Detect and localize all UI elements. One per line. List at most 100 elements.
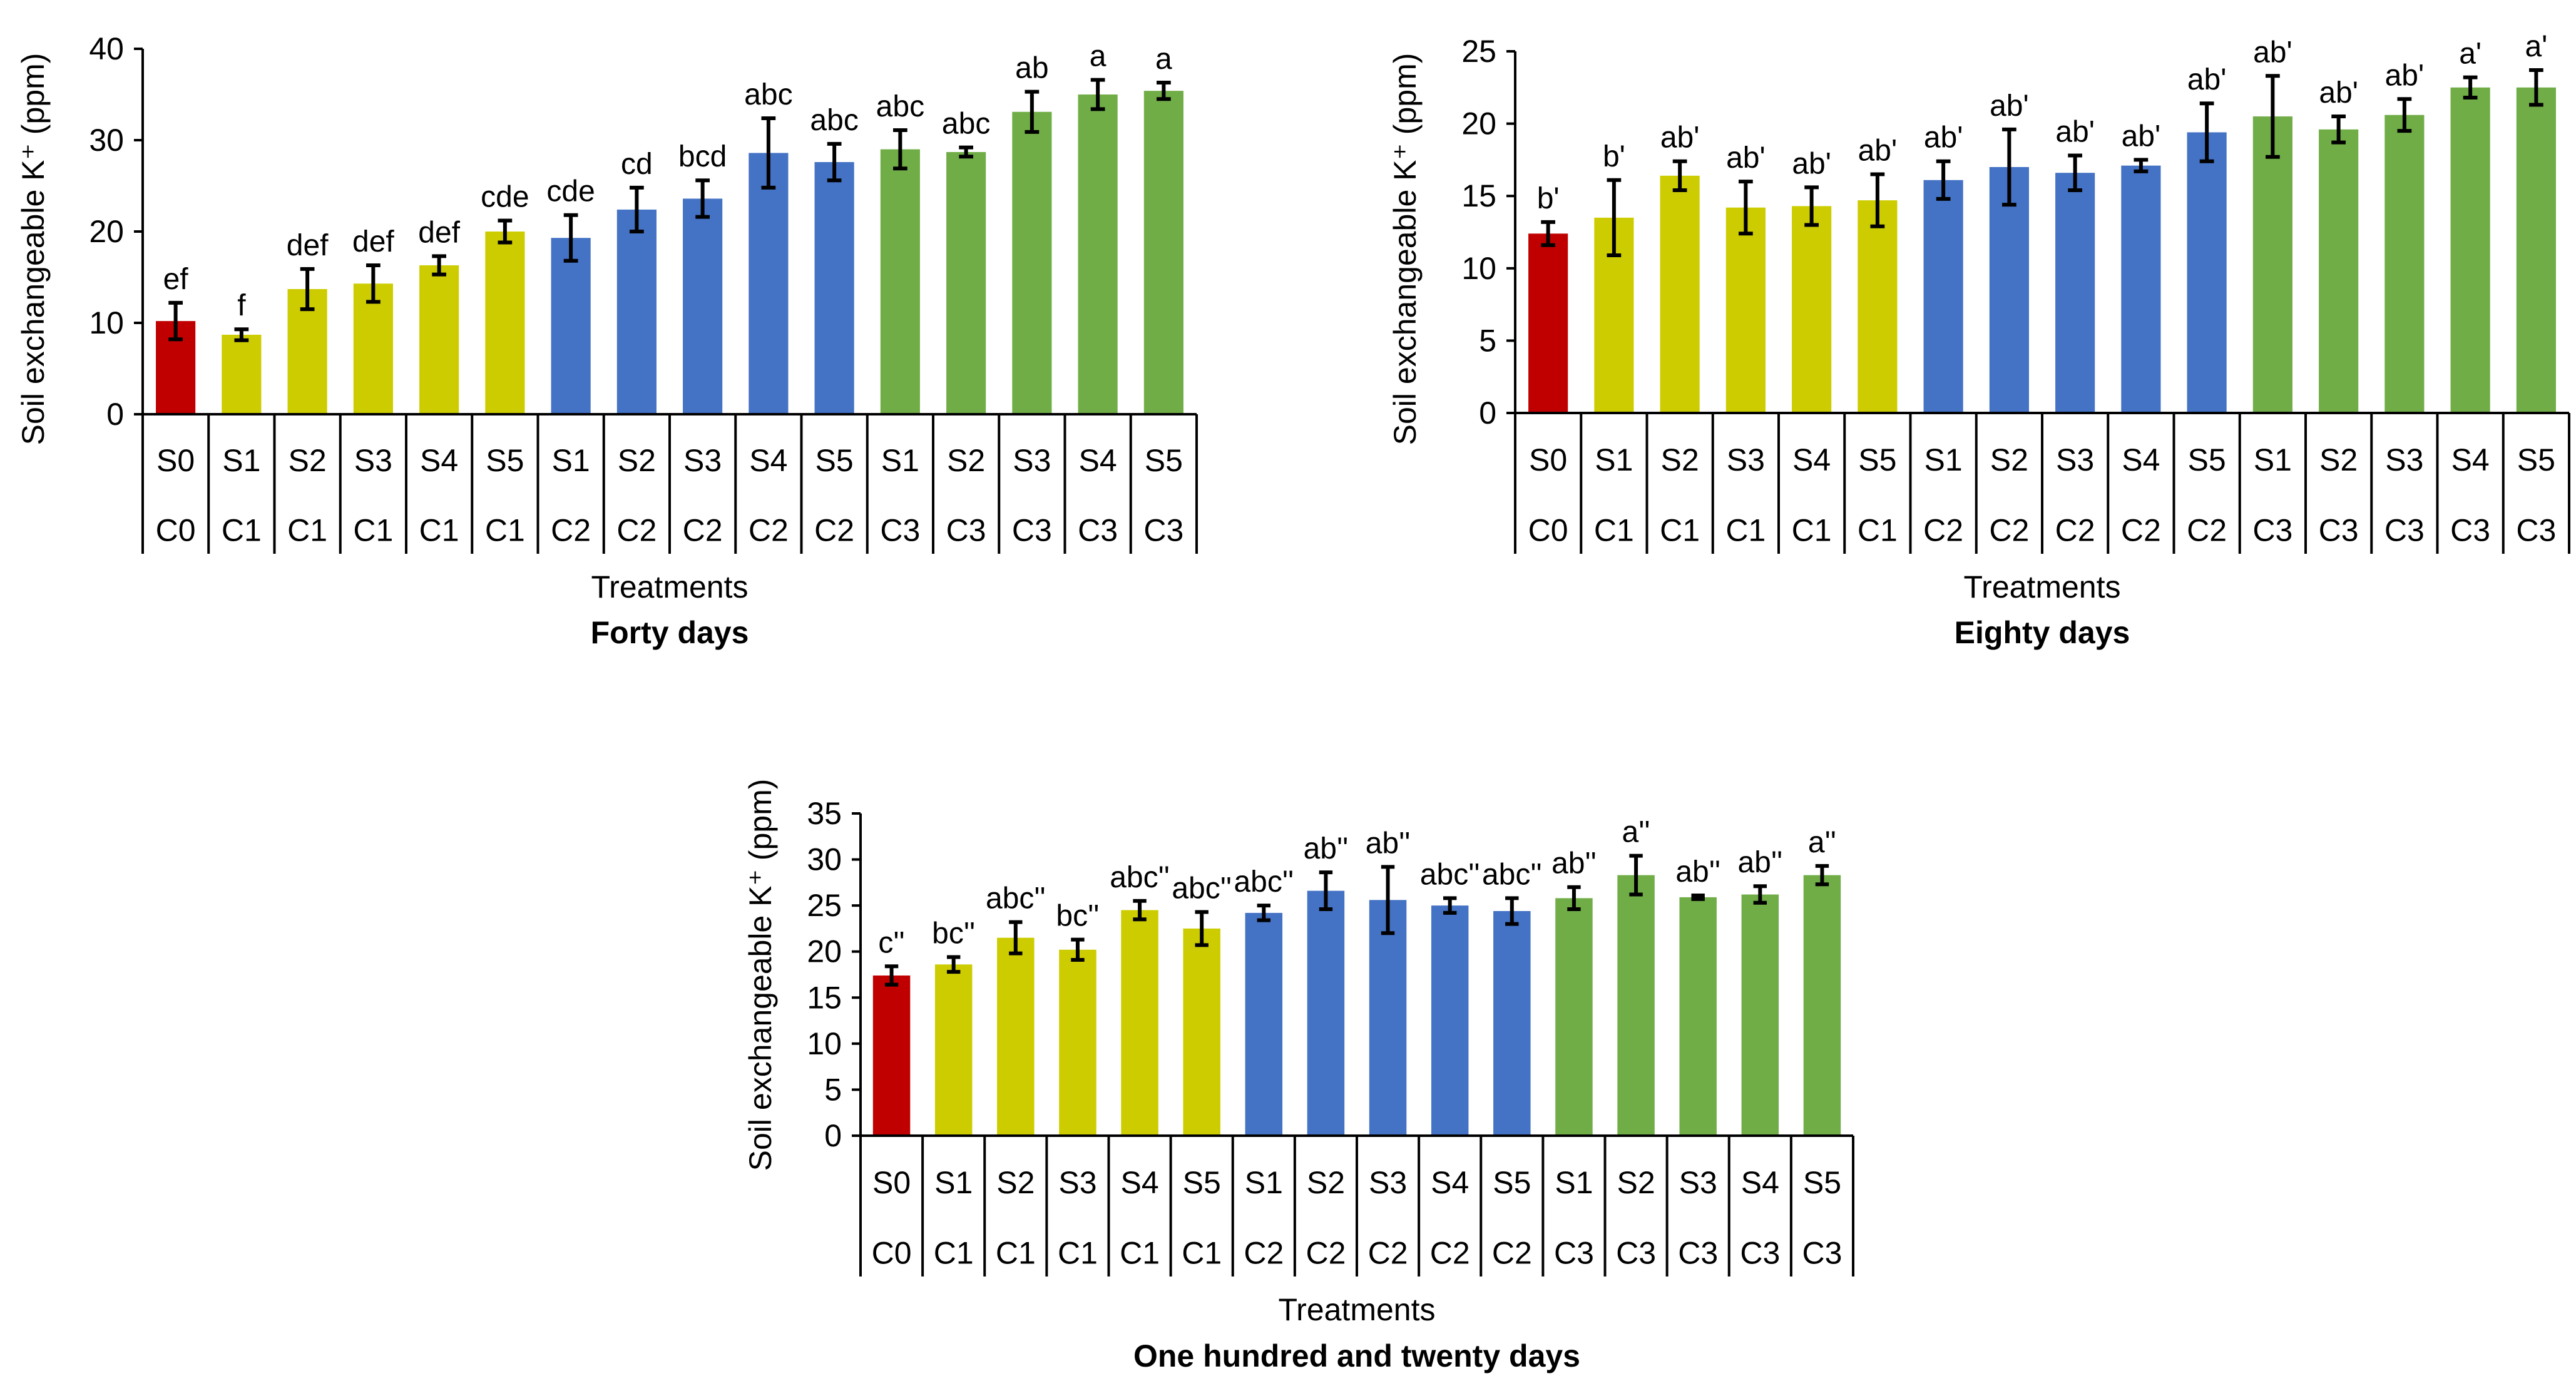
bar <box>946 151 986 415</box>
category-axis: S0 C0 S1 C1 S2 C1 S3 C1 S4 C1 S5 C1 S1 C2 S2 C2 S3 C2 S4 C2… <box>141 414 1198 554</box>
y-axis-title: Soil exchangeable K⁺ (ppm) <box>1388 53 1423 446</box>
significance-letter: def <box>352 225 394 258</box>
bar <box>222 334 262 414</box>
category-label-s: S1 <box>881 443 919 478</box>
category-label-s: S3 <box>2056 442 2094 477</box>
significance-letter: ab' <box>2253 36 2292 69</box>
category-label-s: S4 <box>2122 442 2160 477</box>
significance-letters: c'' bc''abc''bc''abc'' abc'' abc''ab'' ab''a… <box>878 816 1836 960</box>
category-label-s: S5 <box>2188 442 2226 477</box>
category-label-c: C1 <box>1858 513 1898 548</box>
category-label-c: C2 <box>616 513 657 548</box>
category-label-s: S3 <box>1727 442 1765 477</box>
axes <box>1514 51 2569 414</box>
y-tick-label: 30 <box>807 842 842 877</box>
y-tick-label: 25 <box>807 888 842 923</box>
category-label-s: S5 <box>815 443 854 478</box>
category-label-c: C1 <box>1594 513 1634 548</box>
chart-eighty-days: Soil exchangeable K⁺ (ppm) Treatments Ei… <box>1388 30 2570 650</box>
significance-letter: a'' <box>1808 826 1836 859</box>
significance-letter: ab' <box>2055 115 2095 148</box>
category-label-c: C3 <box>2384 513 2425 548</box>
significance-letters: b' b' ab' ab' ab' ab' ab' ab' ab' ab' ab' ab' ab' ab'… <box>1537 30 2548 215</box>
category-axis: S0 C0 S1 C1 S2 C1 S3 C1 S4 C1 S5 C1 S1 C2 S2 C2 S3 C2 S4 C2… <box>859 1136 1854 1276</box>
category-label-s: S1 <box>222 443 260 478</box>
x-axis-title: Treatments <box>591 569 748 604</box>
significance-letter: ef <box>163 263 189 296</box>
bar <box>1493 910 1531 1136</box>
chart-title: Forty days <box>591 615 749 650</box>
bar <box>419 265 459 414</box>
x-axis-title: Treatments <box>1278 1292 1435 1327</box>
bar <box>2252 116 2292 414</box>
y-tick-label: 0 <box>824 1118 842 1153</box>
significance-letter: abc'' <box>1110 861 1170 894</box>
category-label-s: S2 <box>1990 442 2028 477</box>
significance-letter: ab' <box>1726 141 1766 175</box>
bar <box>1245 912 1283 1136</box>
category-label-c: C2 <box>683 513 723 548</box>
category-label-c: C3 <box>1802 1236 1842 1271</box>
category-label-s: S0 <box>156 443 195 478</box>
significance-letter: ab <box>1015 52 1048 85</box>
category-label-c: C3 <box>1740 1236 1780 1271</box>
bar <box>1679 897 1717 1136</box>
category-label-c: C1 <box>1182 1236 1222 1271</box>
bars <box>156 91 1183 415</box>
significance-letter: bc'' <box>1056 900 1099 933</box>
significance-letter: ab'' <box>1551 847 1597 880</box>
y-tick-label: 15 <box>1461 178 1496 213</box>
category-label-s: S5 <box>1803 1165 1841 1200</box>
category-label-c: C3 <box>1012 513 1052 548</box>
category-label-s: S3 <box>1058 1165 1096 1200</box>
significance-letter: ab' <box>1858 135 1898 168</box>
category-label-c: C3 <box>1678 1236 1718 1271</box>
bar <box>683 198 723 414</box>
category-label-c: C3 <box>2319 513 2359 548</box>
bar <box>2055 173 2095 413</box>
significance-letter: b' <box>1537 182 1560 215</box>
significance-letter: ab' <box>1924 121 1963 155</box>
category-label-c: C2 <box>814 513 854 548</box>
chart-title: Eighty days <box>1955 615 2130 650</box>
bar <box>1059 949 1096 1136</box>
bar <box>1792 206 1832 413</box>
bar <box>1012 111 1052 415</box>
category-label-c: C1 <box>485 513 525 548</box>
category-label-c: C2 <box>1430 1236 1470 1271</box>
category-label-c: C1 <box>934 1236 974 1271</box>
category-label-s: S2 <box>1661 442 1699 477</box>
bar <box>814 162 854 414</box>
category-label-s: S4 <box>420 443 458 478</box>
error-bars <box>1541 68 2543 257</box>
chart-forty-days: Soil exchangeable K⁺ (ppm) Treatments Fo… <box>16 31 1198 650</box>
category-label-c: C1 <box>1120 1236 1160 1271</box>
significance-letter: abc'' <box>1234 865 1294 899</box>
bars <box>1528 87 2556 414</box>
bar <box>551 238 591 414</box>
significance-letter: cde <box>481 180 529 213</box>
category-label-c: C2 <box>1989 513 2029 548</box>
bar <box>1183 928 1220 1136</box>
axes <box>141 49 1197 415</box>
category-label-c: C2 <box>1244 1236 1284 1271</box>
y-axis-ticks: 0 10 20 30 40 <box>89 31 143 432</box>
bar <box>1989 166 2029 413</box>
bar <box>2384 115 2425 413</box>
y-tick-label: 20 <box>89 214 124 249</box>
significance-letter: a <box>1090 40 1107 73</box>
bar <box>2187 132 2227 414</box>
significance-letter: a' <box>2459 38 2481 71</box>
category-label-s: S4 <box>1741 1165 1779 1200</box>
category-label-c: C1 <box>287 513 327 548</box>
significance-letter: f <box>237 289 246 322</box>
bar <box>1121 910 1158 1136</box>
category-label-c: C2 <box>2187 513 2227 548</box>
axes <box>859 813 1853 1137</box>
y-tick-label: 5 <box>1479 323 1496 358</box>
category-label-s: S4 <box>1431 1165 1469 1200</box>
significance-letter: abc <box>744 78 792 111</box>
bar <box>1369 900 1407 1136</box>
significance-letter: bc'' <box>932 917 975 950</box>
category-label-s: S3 <box>1369 1165 1407 1200</box>
